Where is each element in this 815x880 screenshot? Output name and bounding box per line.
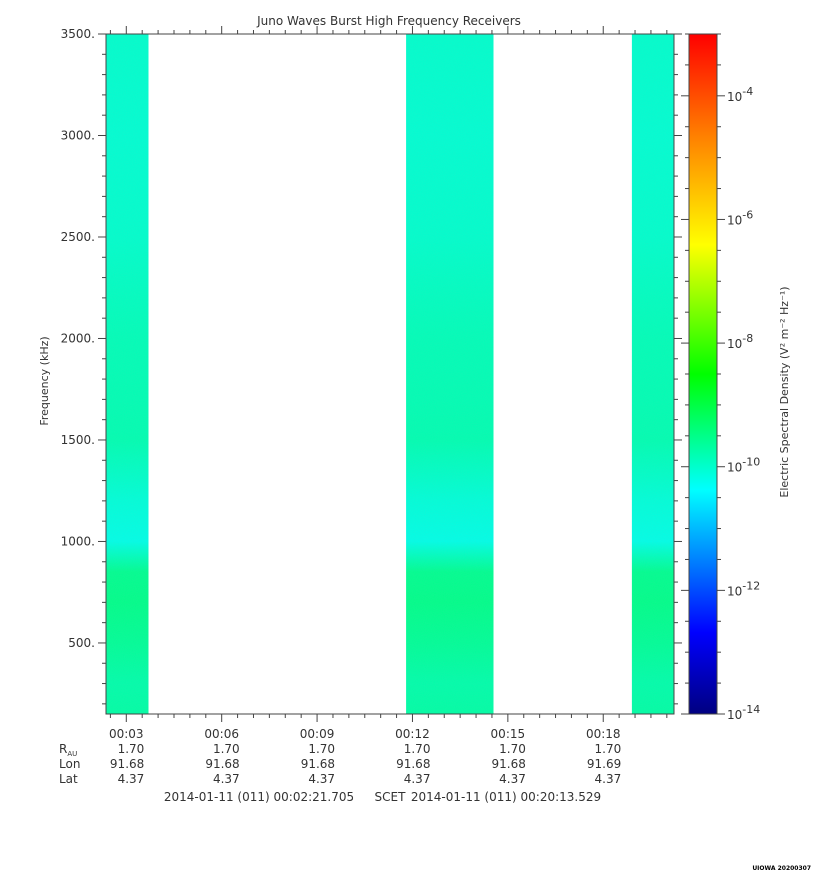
x-tick-label: 00:15 — [491, 727, 526, 741]
colorbar-tick-label: 10-12 — [727, 579, 760, 598]
time-system: SCET — [375, 790, 407, 804]
ephemeris-value: 91.68 — [396, 757, 430, 771]
x-tick-label: 00:12 — [395, 727, 430, 741]
ephemeris-value: 1.70 — [213, 742, 240, 756]
colorbar-label: Electric Spectral Density (V² m⁻² Hz⁻¹) — [778, 286, 791, 497]
data-band-texture-1 — [105, 34, 149, 714]
ephemeris-value: 4.37 — [308, 772, 335, 786]
time-start: 2014-01-11 (011) 00:02:21.705 — [164, 790, 354, 804]
ephemeris-value: 91.68 — [110, 757, 144, 771]
colorbar — [688, 33, 718, 715]
time-end: 2014-01-11 (011) 00:20:13.529 — [411, 790, 601, 804]
ephemeris-value: 1.70 — [499, 742, 526, 756]
ephemeris-value: 1.70 — [404, 742, 431, 756]
ephemeris-value: 4.37 — [595, 772, 622, 786]
data-band-texture-2 — [406, 34, 494, 714]
y-tick-label: 1000. — [61, 534, 95, 548]
colorbar-tick-label: 10-6 — [727, 208, 753, 227]
ephemeris-value: 91.68 — [301, 757, 335, 771]
chart-title: Juno Waves Burst High Frequency Receiver… — [256, 14, 521, 28]
colorbar-tick-label: 10-14 — [727, 703, 760, 722]
y-tick-label: 3000. — [61, 128, 95, 142]
ephemeris-value: 91.68 — [205, 757, 239, 771]
x-tick-label: 00:03 — [109, 727, 144, 741]
ephemeris-row-label: Lon — [59, 757, 80, 771]
colorbar-tick-label: 10-10 — [727, 456, 760, 475]
y-tick-label: 2000. — [61, 331, 95, 345]
y-tick-label: 1500. — [61, 433, 95, 447]
spectrogram-texture — [105, 34, 675, 714]
ephemeris-value: 4.37 — [118, 772, 145, 786]
x-tick-label: 00:09 — [300, 727, 335, 741]
ephemeris-value: 4.37 — [499, 772, 526, 786]
ephemeris-value: 91.68 — [491, 757, 525, 771]
ephemeris-table: RAU 1.70 1.70 1.70 1.70 1.70 1.70 Lon 91.68 91.68… — [59, 742, 621, 786]
y-axis: 500. 1000. 1500. 2000. 2500. 3000. 3500. — [61, 27, 682, 705]
colorbar-tick-label: 10-4 — [727, 85, 753, 104]
plot-frame — [105, 33, 675, 715]
spectrogram-bands — [105, 34, 675, 714]
ephemeris-row-label: Lat — [59, 772, 78, 786]
footer-stamp: UIOWA 20200307 — [752, 865, 811, 872]
ephemeris-value: 1.70 — [595, 742, 622, 756]
x-tick-label: 00:06 — [204, 727, 239, 741]
y-axis-label: Frequency (kHz) — [38, 336, 51, 425]
colorbar-tick-label: 10-8 — [727, 332, 753, 351]
ephemeris-row-label: RAU — [59, 742, 77, 758]
ephemeris-value: 1.70 — [118, 742, 145, 756]
ephemeris-value: 91.69 — [587, 757, 621, 771]
x-axis: 00:03 00:06 00:09 00:12 00:15 00:18 — [109, 26, 668, 741]
ephemeris-value: 4.37 — [404, 772, 431, 786]
y-tick-label: 500. — [68, 636, 95, 650]
ephemeris-value: 1.70 — [308, 742, 335, 756]
x-tick-label: 00:18 — [586, 727, 621, 741]
y-tick-label: 3500. — [61, 27, 95, 41]
y-tick-label: 2500. — [61, 230, 95, 244]
colorbar-axis: 10-14 10-12 10-10 10-8 10-6 10-4 — [681, 33, 760, 722]
data-band-texture-3 — [631, 34, 675, 714]
ephemeris-value: 4.37 — [213, 772, 240, 786]
